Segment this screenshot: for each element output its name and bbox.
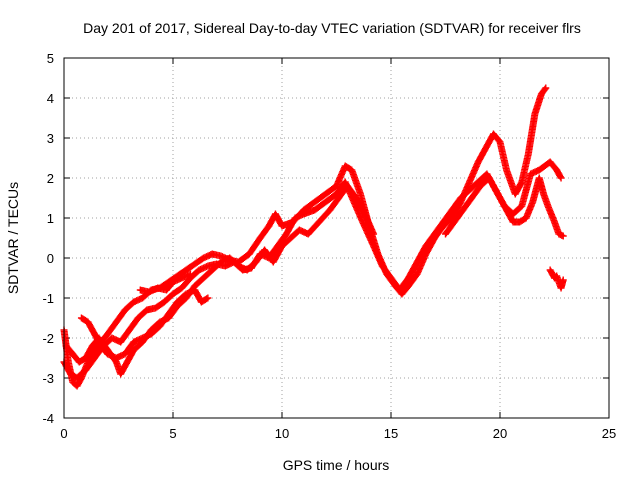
x-tick-label: 20 [493, 426, 507, 441]
x-axis-label: GPS time / hours [283, 457, 390, 473]
axis-ticks: 0 5 10 15 20 25 -4 -3 -2 -1 0 1 2 3 4 5 [42, 51, 616, 441]
data-point [557, 174, 565, 182]
y-tick-label: 1 [47, 211, 54, 226]
y-tick-label: -4 [42, 411, 54, 426]
x-tick-label: 0 [60, 426, 67, 441]
y-tick-label: 0 [47, 251, 54, 266]
y-tick-label: 2 [47, 171, 54, 186]
data-points [60, 84, 567, 390]
data-point [541, 85, 549, 93]
series-trace-c [62, 182, 378, 378]
data-point [559, 232, 567, 240]
x-tick-label: 15 [384, 426, 398, 441]
data-point [186, 270, 194, 278]
data-point [556, 173, 564, 181]
y-tick-label: 3 [47, 131, 54, 146]
data-point [203, 295, 211, 303]
y-axis-label: SDTVAR / TECUs [5, 182, 21, 294]
chart-title: Day 201 of 2017, Sidereal Day-to-day VTE… [83, 20, 581, 36]
y-tick-label: -3 [42, 371, 54, 386]
series-trace-e [136, 270, 194, 296]
data-point [542, 84, 550, 92]
y-tick-label: 5 [47, 51, 54, 66]
x-tick-label: 25 [602, 426, 616, 441]
x-tick-label: 5 [169, 426, 176, 441]
x-tick-label: 10 [275, 426, 289, 441]
y-tick-label: -2 [42, 331, 54, 346]
series-trace-f [442, 174, 567, 240]
plot-frame [63, 57, 610, 419]
series-trace-d [77, 286, 212, 362]
data-point [559, 276, 567, 284]
y-tick-label: 4 [47, 91, 54, 106]
grid-lines [64, 58, 609, 418]
data-point [204, 294, 212, 302]
data-point [370, 230, 378, 238]
y-tick-label: -1 [42, 291, 54, 306]
series-trace-g [546, 266, 567, 292]
